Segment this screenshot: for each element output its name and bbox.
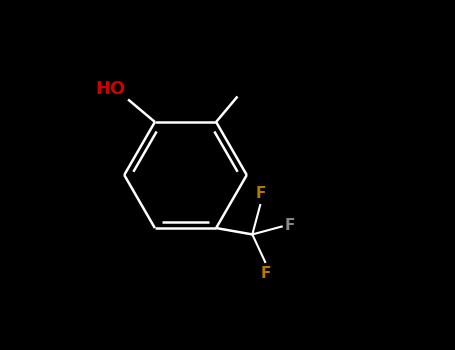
Text: F: F bbox=[260, 266, 271, 281]
Text: F: F bbox=[255, 186, 266, 201]
Text: F: F bbox=[284, 218, 295, 233]
Text: HO: HO bbox=[95, 80, 125, 98]
